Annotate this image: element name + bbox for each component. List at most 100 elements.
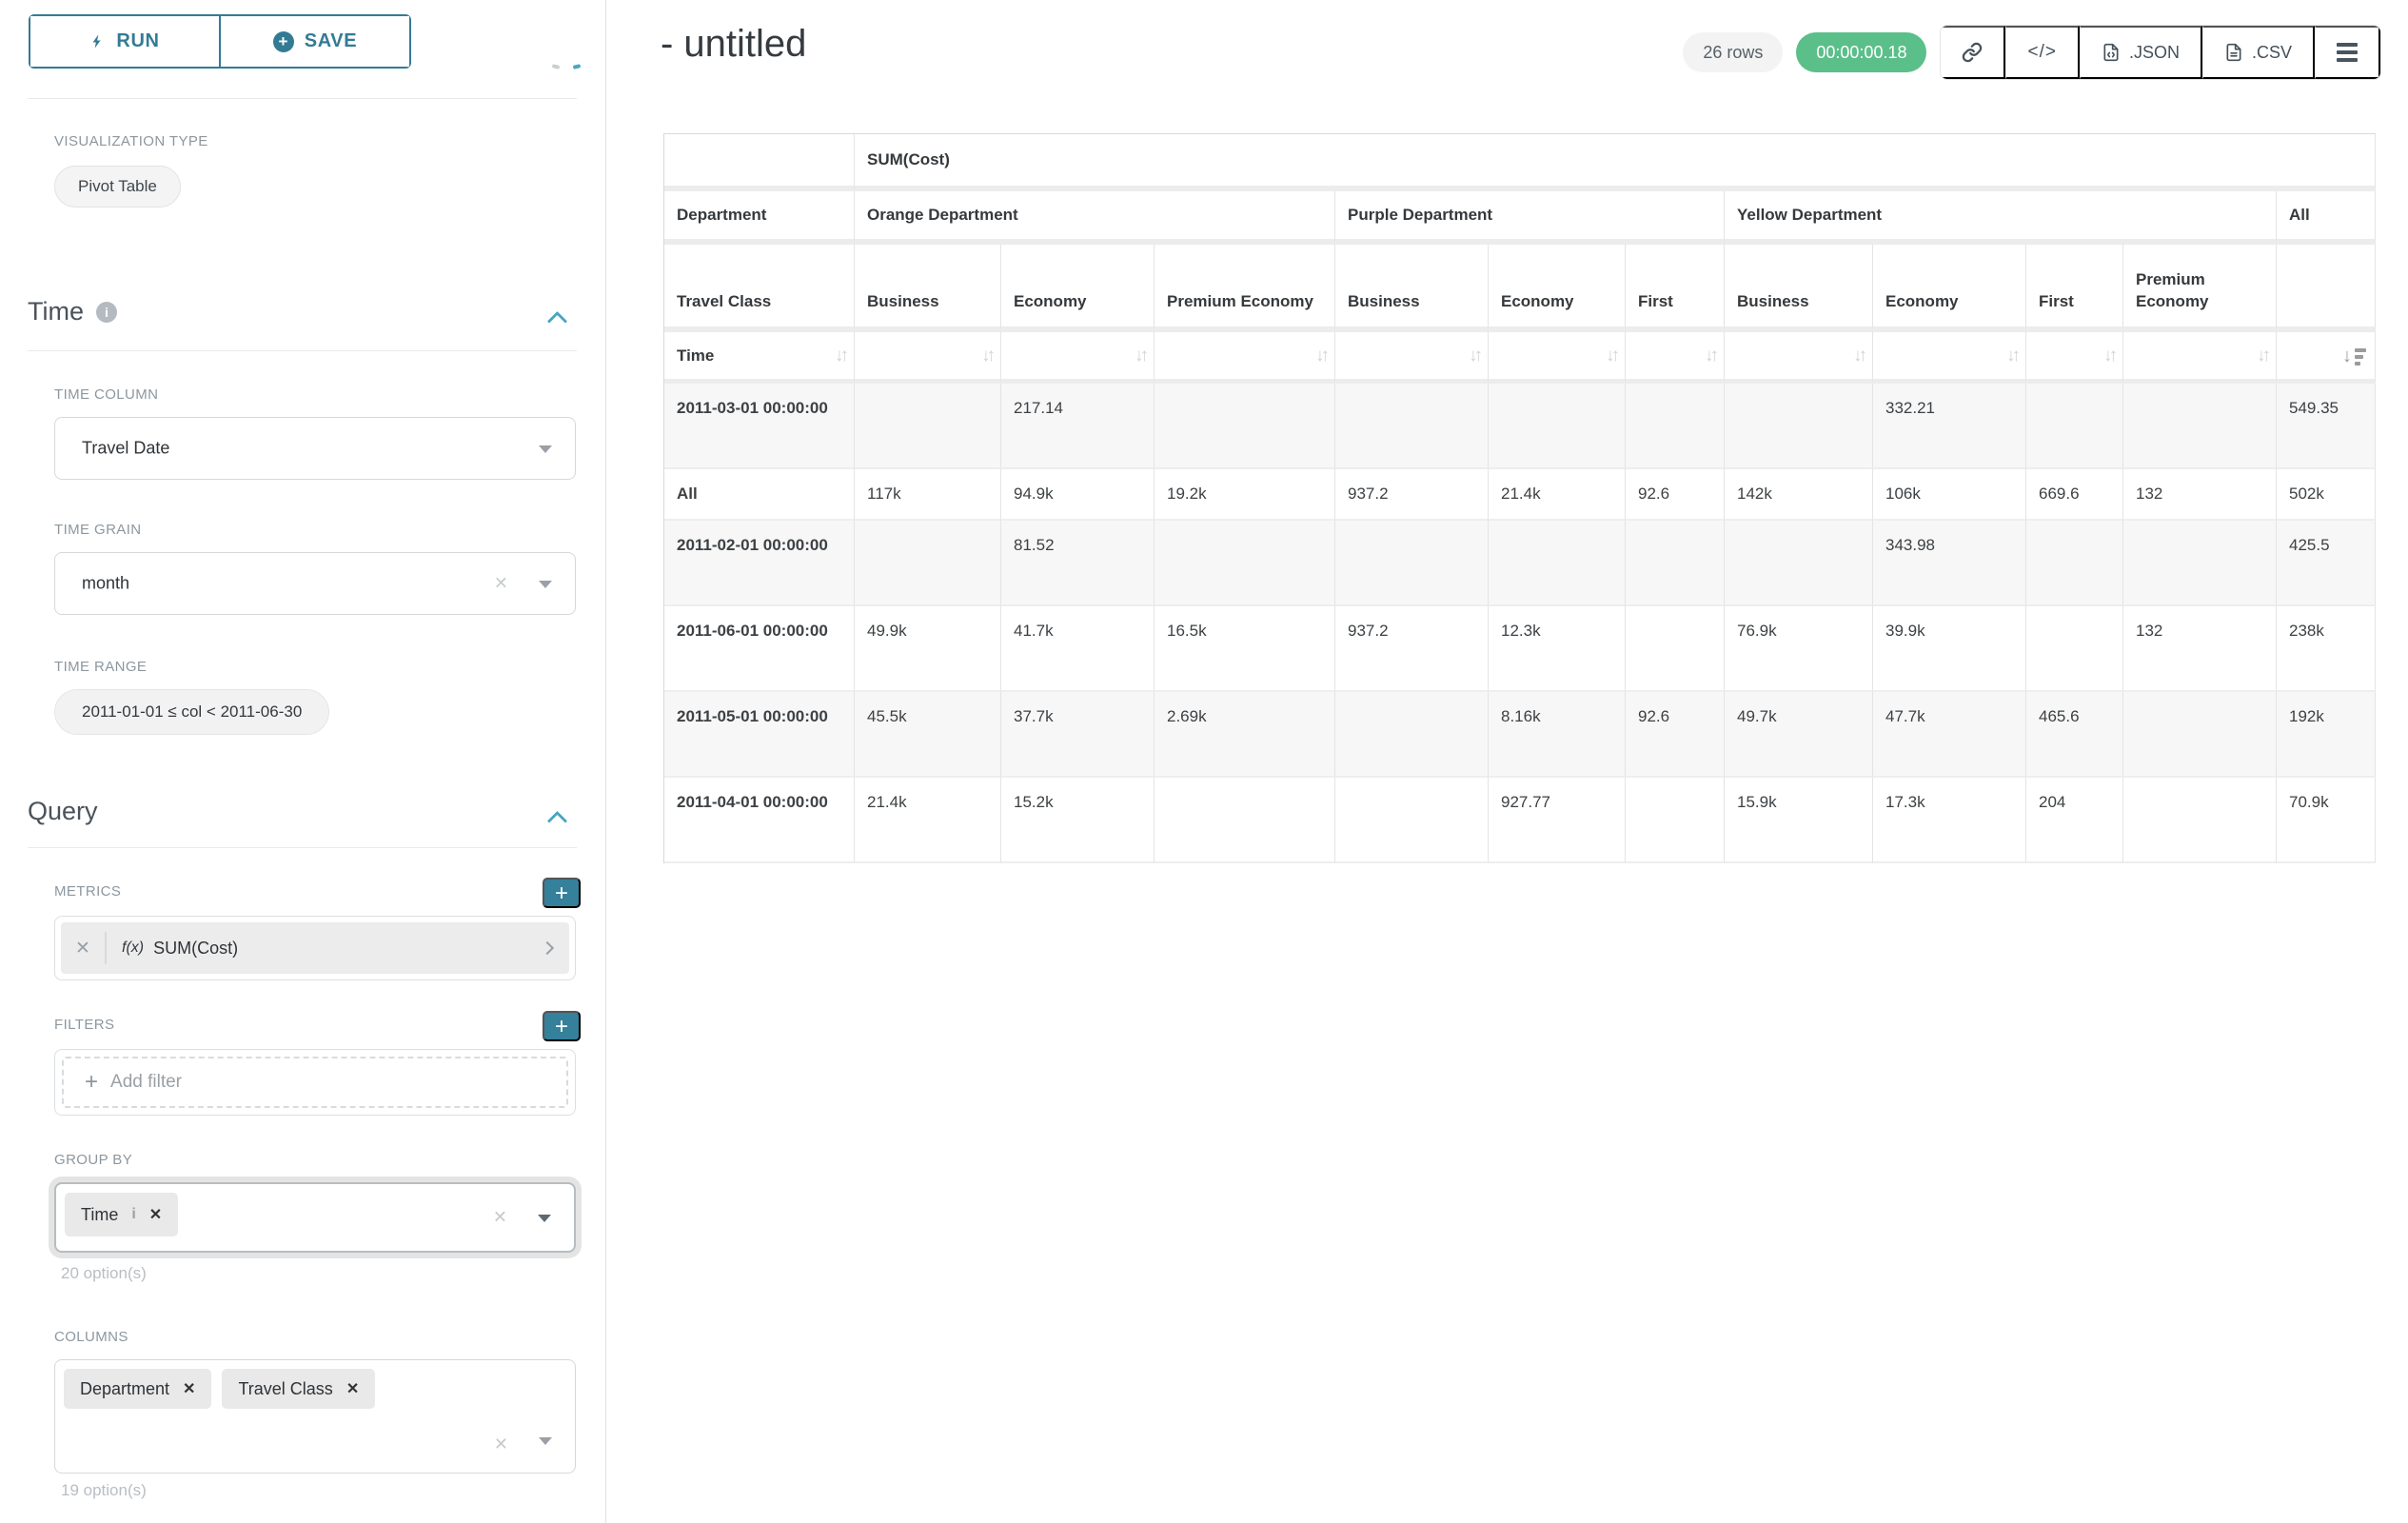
export-json-button[interactable]: .JSON	[2079, 26, 2202, 79]
chart-title[interactable]: - untitled	[661, 23, 807, 65]
value-cell: 70.9k	[2277, 778, 2376, 863]
chevron-up-icon[interactable]	[546, 310, 568, 332]
time-grain-select[interactable]: month ✕	[54, 552, 576, 615]
remove-icon[interactable]: ✕	[148, 1207, 163, 1223]
metrics-select: ✕ f(x) SUM(Cost)	[54, 916, 576, 980]
value-cell	[1489, 384, 1626, 469]
caret-down-icon[interactable]	[539, 581, 552, 588]
columns-select[interactable]: Department ✕ Travel Class ✕ ✕	[54, 1359, 576, 1474]
chevron-right-icon[interactable]	[540, 940, 555, 956]
remove-icon[interactable]: ✕	[345, 1381, 360, 1397]
time-column-value: Travel Date	[82, 438, 170, 458]
sort-cell: ↓↑	[1335, 332, 1489, 384]
add-filter-plus-button[interactable]: +	[543, 1011, 581, 1041]
clear-icon[interactable]: ✕	[492, 1207, 507, 1227]
sort-cell: ↓↑	[1001, 332, 1155, 384]
value-cell: 19.2k	[1155, 469, 1335, 521]
sort-icon[interactable]: ↓↑	[1469, 345, 1483, 366]
sort-icon[interactable]: ↓↑	[1705, 345, 1719, 366]
sort-cell: ↓↑	[1873, 332, 2026, 384]
query-section-title: Query	[28, 797, 98, 825]
pivot-table-container: SUM(Cost) Department Orange Department Purp…	[663, 133, 2376, 863]
visualization-type-label: VISUALIZATION TYPE	[54, 133, 208, 149]
col-group-header: Orange Department	[855, 191, 1335, 245]
value-cell: 669.6	[2026, 469, 2123, 521]
value-cell: 8.16k	[1489, 692, 1626, 778]
sort-icon[interactable]: ↓↑	[835, 345, 849, 366]
plus-icon: +	[85, 1069, 99, 1095]
sort-icon[interactable]: ↓↑	[2006, 345, 2021, 366]
metric-chip[interactable]: ✕ f(x) SUM(Cost)	[61, 922, 569, 974]
chip-time[interactable]: Time i ✕	[65, 1193, 179, 1236]
caret-down-icon[interactable]	[538, 1215, 551, 1222]
sort-icon[interactable]: ↓↑	[2257, 345, 2271, 366]
embed-code-button[interactable]: </>	[2005, 26, 2080, 79]
value-cell: 49.7k	[1725, 692, 1873, 778]
filters-select: + Add filter	[54, 1049, 576, 1116]
value-cell: 92.6	[1626, 692, 1725, 778]
chip-travel-class[interactable]: Travel Class ✕	[222, 1369, 376, 1409]
value-cell: 15.9k	[1725, 778, 1873, 863]
sort-cell: ↓↑	[855, 332, 1001, 384]
sort-desc-icon[interactable]: ↓	[2342, 346, 2366, 366]
pivot-table: SUM(Cost) Department Orange Department Purp…	[663, 133, 2376, 863]
value-cell	[1335, 521, 1489, 606]
remove-metric-icon[interactable]: ✕	[75, 938, 90, 959]
sort-icon[interactable]: ↓↑	[1315, 345, 1330, 366]
value-cell: 465.6	[2026, 692, 2123, 778]
row-label: 2011-05-01 00:00:00	[664, 692, 855, 778]
run-button[interactable]: RUN	[30, 16, 219, 67]
group-by-label: GROUP BY	[54, 1152, 133, 1168]
remove-icon[interactable]: ✕	[183, 1381, 196, 1397]
caret-down-icon[interactable]	[539, 445, 552, 453]
export-csv-button[interactable]: .CSV	[2201, 26, 2315, 79]
value-cell: 937.2	[1335, 606, 1489, 692]
sort-icon[interactable]: ↓↑	[2103, 345, 2118, 366]
value-cell	[855, 521, 1001, 606]
sort-icon[interactable]: ↓↑	[981, 345, 996, 366]
value-cell	[1335, 384, 1489, 469]
group-by-select[interactable]: Time i ✕ ✕	[54, 1182, 576, 1253]
sort-icon[interactable]: ↓↑	[1606, 345, 1620, 366]
time-range-label: TIME RANGE	[54, 659, 148, 675]
value-cell	[2026, 384, 2123, 469]
add-filter-button[interactable]: + Add filter	[62, 1057, 568, 1108]
travel-class-dim-header: Travel Class	[664, 245, 855, 332]
time-column-select[interactable]: Travel Date	[54, 417, 576, 480]
col-group-header: Yellow Department	[1725, 191, 2277, 245]
sort-icon[interactable]: ↓↑	[1853, 345, 1867, 366]
add-filter-label: Add filter	[110, 1072, 182, 1092]
value-cell: 21.4k	[855, 778, 1001, 863]
group-by-chips: Time i ✕	[65, 1193, 179, 1236]
value-cell: 76.9k	[1725, 606, 1873, 692]
divider	[28, 847, 577, 848]
time-range-value[interactable]: 2011-01-01 ≤ col < 2011-06-30	[54, 689, 330, 735]
time-grain-value: month	[82, 573, 130, 593]
value-cell	[2123, 521, 2277, 606]
export-button-group: </> .JSON .CSV	[1940, 25, 2381, 80]
clear-icon[interactable]: ✕	[493, 573, 508, 593]
columns-options-hint: 19 option(s)	[61, 1481, 147, 1499]
chevron-up-icon[interactable]	[546, 810, 568, 832]
menu-button[interactable]	[2315, 26, 2380, 79]
query-section-heading: Query	[28, 797, 98, 826]
value-cell: 94.9k	[1001, 469, 1155, 521]
pivot-corner-cell	[664, 134, 855, 191]
caret-down-icon[interactable]	[539, 1437, 552, 1445]
clear-icon[interactable]: ✕	[493, 1434, 508, 1454]
value-cell	[2123, 778, 2277, 863]
share-link-button[interactable]	[1941, 26, 2006, 79]
col-header	[2277, 245, 2376, 332]
value-cell: 238k	[2277, 606, 2376, 692]
row-label: 2011-04-01 00:00:00	[664, 778, 855, 863]
metric-chip-label: SUM(Cost)	[153, 938, 239, 958]
visualization-type-value[interactable]: Pivot Table	[54, 166, 181, 208]
table-row: All 117k 94.9k 19.2k 937.2 21.4k 92.6 142k 106k 6…	[664, 469, 2376, 521]
save-button[interactable]: + SAVE	[219, 16, 409, 67]
add-metric-button[interactable]: +	[543, 878, 581, 908]
chip-department[interactable]: Department ✕	[64, 1369, 212, 1409]
col-header: First	[2026, 245, 2123, 332]
value-cell: 937.2	[1335, 469, 1489, 521]
value-cell: 16.5k	[1155, 606, 1335, 692]
sort-icon[interactable]: ↓↑	[1135, 345, 1149, 366]
